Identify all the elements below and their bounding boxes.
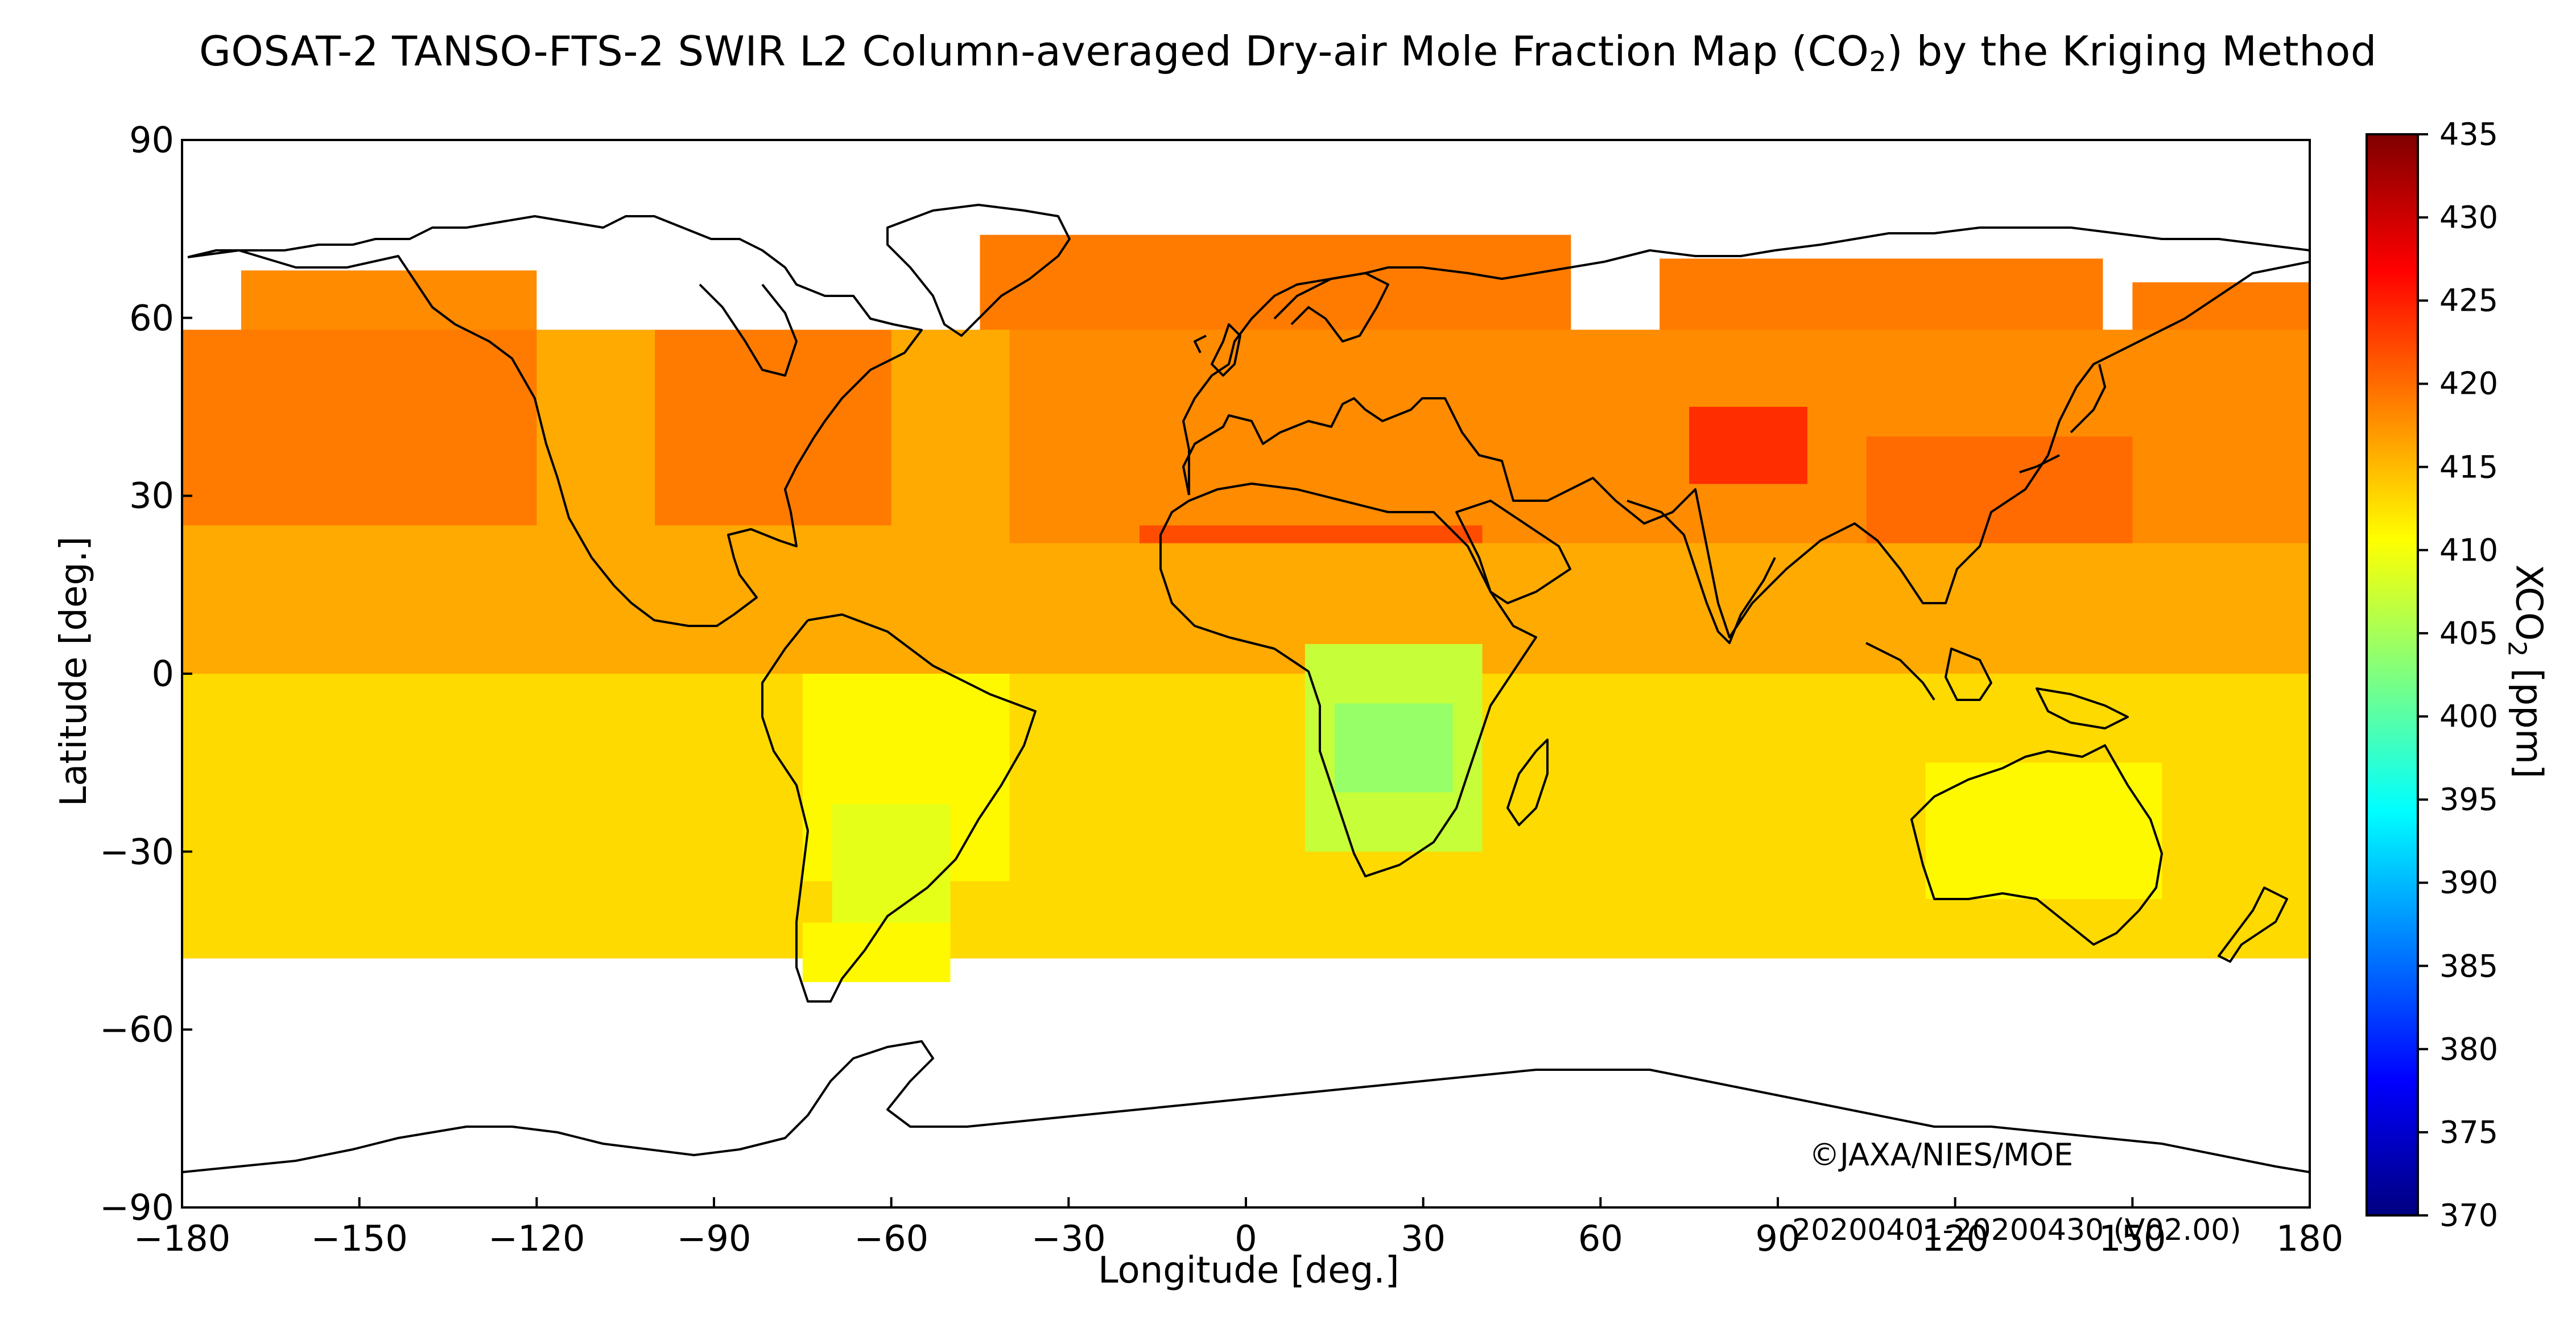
x-axis-label: Longitude [deg.] [1098, 1250, 1400, 1292]
y-tick-label: 60 [129, 297, 174, 339]
colorbar-tick-label: 410 [2439, 532, 2499, 568]
x-tick-label: −120 [488, 1218, 585, 1259]
x-tick-label: −90 [676, 1218, 752, 1259]
coast-arabia [1455, 500, 1571, 604]
colorbar-tick-label: 390 [2439, 864, 2499, 901]
x-tick-label: 30 [1401, 1218, 1446, 1259]
y-tick-label: −90 [100, 1186, 174, 1228]
x-tick-label: 150 [2099, 1218, 2166, 1259]
xco2-region [1866, 436, 2133, 555]
x-tick-label: 120 [1921, 1218, 1989, 1259]
coast-africa [1159, 483, 1537, 877]
coast-eurasia [1182, 226, 2310, 638]
coast-hudson-bay [699, 283, 798, 377]
xco2-grid-cells [182, 234, 2310, 982]
y-axis-label: Latitude [deg.] [53, 536, 95, 807]
coast-antarctica [182, 1040, 2310, 1173]
x-tick-label: −180 [133, 1218, 231, 1259]
y-tick-label: 30 [129, 475, 174, 517]
x-tick-label: 60 [1578, 1218, 1623, 1259]
y-tick-label: 0 [151, 653, 174, 695]
coast-new-guinea [2036, 687, 2129, 729]
coast-australia [1910, 744, 2163, 946]
coastline-outlines [182, 204, 2310, 1173]
colorbar-tick-label: 420 [2439, 365, 2499, 402]
coast-scandinavia [1273, 272, 1389, 343]
coast-borneo-sumatra [1865, 642, 1992, 701]
x-tick-label: 180 [2276, 1218, 2344, 1259]
xco2-region [832, 804, 951, 941]
colorbar-tick-label: 385 [2439, 948, 2499, 984]
colorbar-tick-label: 395 [2439, 781, 2499, 818]
xco2-region [1925, 762, 2162, 900]
y-tick-label: −30 [100, 831, 174, 873]
colorbar-tick-label: 430 [2439, 199, 2499, 236]
xco2-region [1334, 703, 1453, 793]
x-tick-label: −60 [854, 1218, 929, 1259]
xco2-region [241, 270, 537, 330]
y-tick-label: 90 [129, 119, 174, 161]
coast-north-america [187, 215, 923, 627]
x-tick-label: −150 [311, 1218, 408, 1259]
colorbar-tick-label: 425 [2439, 282, 2499, 319]
y-tick-label: −60 [100, 1008, 174, 1050]
colorbar-tick-marks [2418, 133, 2428, 1217]
colorbar-tick-label: 415 [2439, 449, 2499, 485]
colorbar-tick-label: 380 [2439, 1031, 2499, 1067]
xco2-region [980, 234, 1571, 330]
x-tick-label: 0 [1235, 1218, 1257, 1259]
x-tick-label: 90 [1755, 1218, 1801, 1259]
xco2-region [182, 543, 2310, 674]
xco2-region [655, 329, 891, 526]
coast-south-america [761, 613, 1037, 1003]
coast-greenland [886, 204, 1071, 337]
axis-tick-marks [181, 139, 2311, 1209]
colorbar [2366, 133, 2419, 1217]
colorbar-tick-label: 370 [2439, 1197, 2499, 1234]
chart-title: GOSAT-2 TANSO-FTS-2 SWIR L2 Column-avera… [199, 27, 2377, 78]
colorbar-tick-label: 405 [2439, 615, 2499, 652]
coast-madagascar [1506, 739, 1549, 826]
coast-india [1626, 500, 1776, 644]
xco2-region [1659, 258, 2103, 330]
colorbar-label: XCO2 [ppm] [2502, 564, 2550, 779]
copyright-notice: ©JAXA/NIES/MOE [1809, 1137, 2074, 1173]
colorbar-tick-label: 435 [2439, 116, 2499, 152]
xco2-region [182, 329, 537, 526]
coast-new-zealand [2218, 887, 2288, 963]
colorbar-tick-label: 375 [2439, 1114, 2499, 1151]
data-period: 20200401-20200430 (V02.00) [1792, 1213, 2241, 1247]
xco2-region [1689, 407, 1807, 484]
colorbar-tick-label: 400 [2439, 698, 2499, 735]
x-tick-label: −30 [1031, 1218, 1106, 1259]
coast-uk [1194, 323, 1241, 377]
coast-japan [2019, 364, 2106, 473]
